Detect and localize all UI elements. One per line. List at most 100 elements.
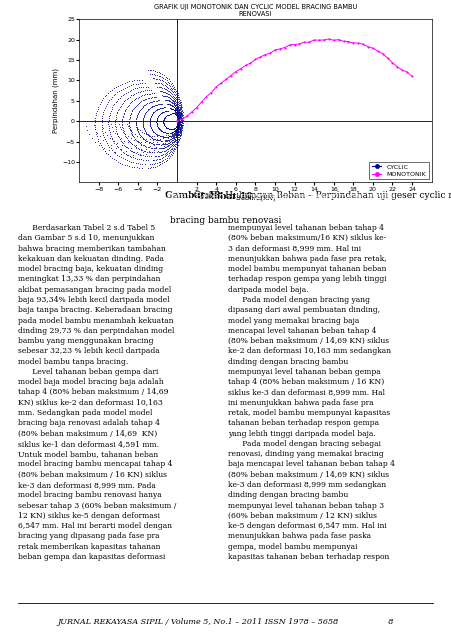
Point <box>166 129 174 139</box>
Point <box>175 116 182 127</box>
Point <box>124 86 131 97</box>
Point <box>177 110 184 120</box>
Point <box>176 125 184 136</box>
Point <box>171 138 178 148</box>
Point <box>138 103 145 113</box>
Point <box>170 84 178 95</box>
Point <box>153 147 161 157</box>
Point <box>171 132 178 142</box>
Point <box>159 107 166 117</box>
Point <box>121 141 129 151</box>
Point <box>143 151 150 161</box>
Point <box>134 126 141 136</box>
Point <box>100 123 107 133</box>
Point <box>138 74 145 84</box>
Point <box>174 113 181 123</box>
Point <box>174 129 181 139</box>
Point <box>153 95 160 106</box>
Point <box>156 109 163 120</box>
Point <box>170 131 177 141</box>
Point <box>171 109 179 119</box>
Point <box>175 122 183 132</box>
Point <box>167 134 174 144</box>
Point <box>134 148 141 159</box>
Point <box>153 70 160 80</box>
Point <box>179 115 186 125</box>
Point <box>174 122 181 132</box>
Point <box>171 93 178 103</box>
Point <box>164 110 171 120</box>
Point <box>167 84 174 95</box>
Point <box>88 133 95 143</box>
Point <box>104 88 111 98</box>
Point <box>173 111 180 122</box>
Point <box>133 136 140 146</box>
Point <box>173 111 180 121</box>
Point <box>174 101 181 111</box>
Point <box>121 106 128 116</box>
Point <box>170 86 177 96</box>
Point <box>155 78 162 88</box>
Point <box>112 89 119 99</box>
Point <box>175 116 182 126</box>
Point <box>179 117 186 127</box>
Point <box>156 109 164 119</box>
Point <box>149 126 156 136</box>
Point <box>92 110 99 120</box>
Point <box>127 90 134 100</box>
Point <box>155 74 162 84</box>
Point <box>175 108 182 118</box>
Point <box>176 125 184 135</box>
Point <box>176 132 184 143</box>
Point <box>166 136 174 147</box>
Point <box>161 151 168 161</box>
Point <box>98 116 106 126</box>
Point <box>106 95 113 106</box>
Point <box>99 120 106 130</box>
Point <box>139 116 146 127</box>
Point <box>98 117 105 127</box>
Point <box>111 119 119 129</box>
Point <box>172 109 179 120</box>
Point <box>155 123 162 133</box>
Point <box>135 98 142 108</box>
Point <box>172 132 179 142</box>
Point <box>175 120 182 131</box>
Point <box>161 120 168 131</box>
Point <box>144 65 151 75</box>
Point <box>165 124 172 134</box>
Point <box>164 132 171 142</box>
Point <box>170 99 177 109</box>
Point <box>119 138 126 148</box>
Point <box>120 126 127 136</box>
Point <box>173 108 180 118</box>
Point <box>159 102 166 113</box>
Point <box>160 90 167 100</box>
Point <box>171 101 179 111</box>
Point <box>162 106 170 116</box>
Point <box>175 119 183 129</box>
Point <box>133 124 140 134</box>
Point <box>156 86 163 97</box>
Point <box>119 84 126 94</box>
Point <box>159 143 166 154</box>
Point <box>140 95 147 105</box>
Point <box>124 134 131 145</box>
Point <box>176 109 183 120</box>
Point <box>147 65 155 75</box>
Point <box>167 124 175 134</box>
Point <box>161 80 168 90</box>
Point <box>117 144 124 154</box>
Point <box>176 114 184 124</box>
Point <box>93 131 100 141</box>
Point <box>172 97 179 108</box>
Point <box>156 147 163 157</box>
Point <box>122 88 129 98</box>
Point <box>119 120 126 131</box>
Point <box>170 97 178 107</box>
Point <box>168 135 175 145</box>
Point <box>171 125 179 135</box>
Point <box>146 120 153 131</box>
Point <box>149 138 156 148</box>
Point <box>153 115 160 125</box>
